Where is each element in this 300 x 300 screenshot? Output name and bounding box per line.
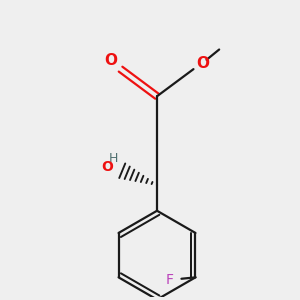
- Text: O: O: [101, 160, 113, 174]
- Text: F: F: [166, 273, 173, 287]
- Text: H: H: [109, 152, 118, 165]
- Text: O: O: [104, 53, 117, 68]
- Text: O: O: [196, 56, 209, 71]
